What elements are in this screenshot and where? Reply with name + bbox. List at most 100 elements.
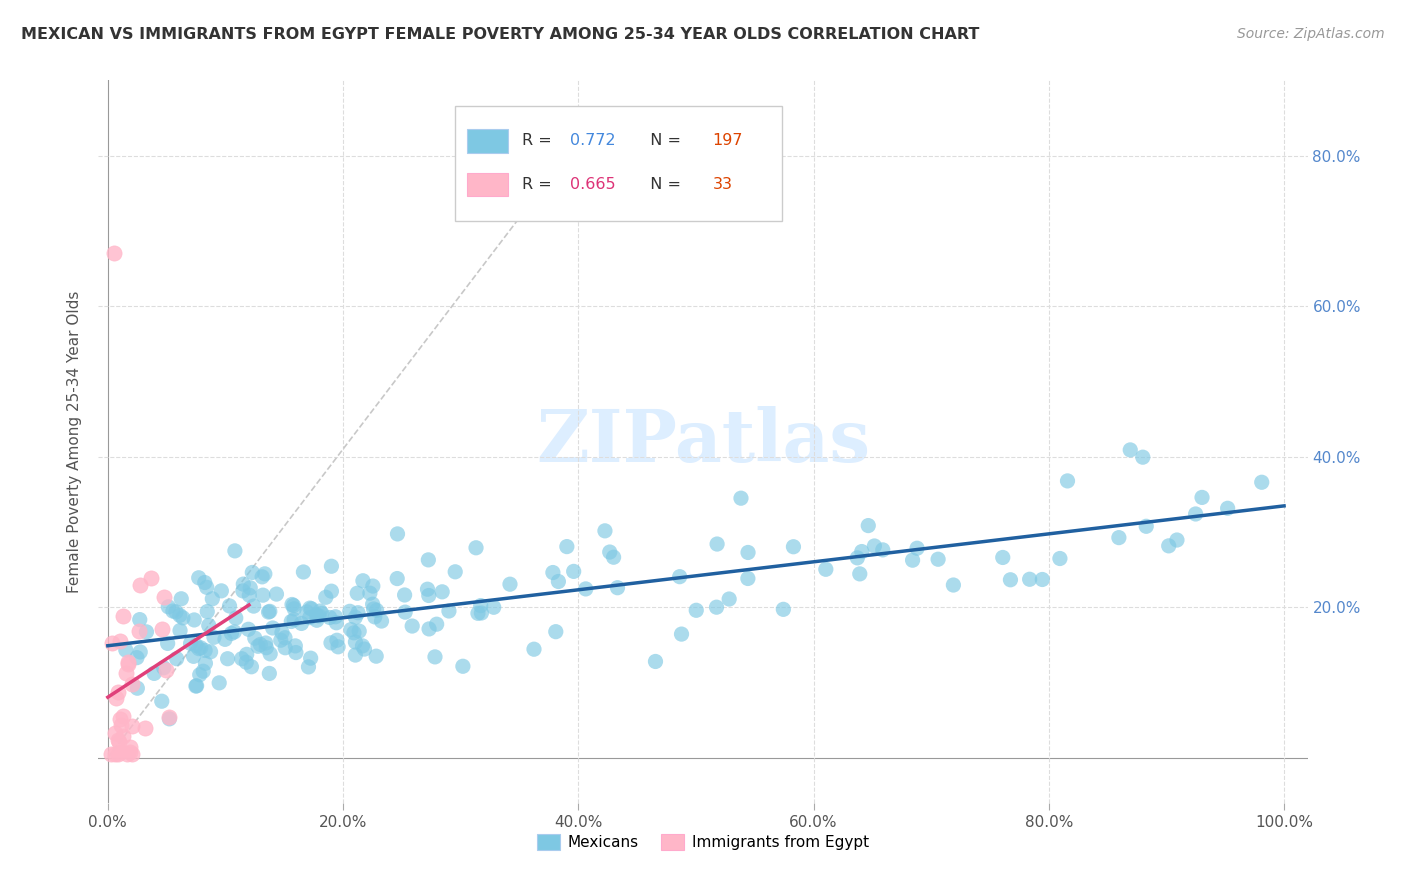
Point xyxy=(1031,573,1053,587)
Point xyxy=(135,624,157,639)
Point xyxy=(283,613,305,627)
Point xyxy=(162,604,184,618)
Point xyxy=(224,544,246,558)
Point xyxy=(668,569,690,583)
Point xyxy=(100,747,122,761)
Point xyxy=(190,640,212,655)
Point xyxy=(195,580,218,594)
Point xyxy=(225,611,247,625)
Point xyxy=(671,627,693,641)
Text: N =: N = xyxy=(640,177,686,192)
Point xyxy=(246,640,269,654)
Point xyxy=(221,626,243,640)
Point xyxy=(127,681,149,696)
Point xyxy=(125,650,148,665)
Point xyxy=(254,636,277,650)
Point xyxy=(153,590,176,604)
Point xyxy=(353,642,375,657)
Point xyxy=(184,679,207,693)
Point xyxy=(107,747,129,761)
Point xyxy=(325,609,347,624)
Point xyxy=(1018,572,1040,586)
Point xyxy=(352,574,374,588)
Point xyxy=(1157,539,1180,553)
Point xyxy=(117,655,139,669)
Point xyxy=(325,615,347,630)
Point xyxy=(602,550,624,565)
Y-axis label: Female Poverty Among 25-34 Year Olds: Female Poverty Among 25-34 Year Olds xyxy=(67,291,83,592)
Point xyxy=(194,575,217,590)
Point xyxy=(470,599,492,613)
Point xyxy=(280,615,302,629)
Point xyxy=(339,604,361,618)
Point xyxy=(139,571,162,585)
Point xyxy=(782,540,804,554)
Point xyxy=(430,584,453,599)
Point xyxy=(208,676,231,690)
Point xyxy=(305,607,328,622)
Point xyxy=(321,584,343,599)
Point xyxy=(1000,573,1022,587)
Point xyxy=(361,579,384,593)
Point xyxy=(200,645,222,659)
Point xyxy=(352,639,374,653)
Point xyxy=(523,642,546,657)
Point xyxy=(103,246,125,260)
Point xyxy=(254,640,277,655)
Point xyxy=(872,542,894,557)
Point xyxy=(706,537,728,551)
FancyBboxPatch shape xyxy=(467,173,509,196)
Point xyxy=(180,636,202,650)
Point xyxy=(108,633,131,648)
Point xyxy=(298,610,321,624)
Point xyxy=(112,729,135,743)
Point xyxy=(363,602,385,616)
Point xyxy=(118,745,141,759)
Point xyxy=(465,541,488,555)
Point xyxy=(737,545,759,559)
Point xyxy=(169,624,191,638)
Point xyxy=(851,544,873,558)
Point xyxy=(157,712,180,726)
Point xyxy=(112,609,135,624)
Point xyxy=(1108,531,1130,545)
Point xyxy=(156,636,179,650)
Point xyxy=(238,622,260,636)
Point xyxy=(1166,533,1188,547)
Point xyxy=(547,574,569,589)
Point xyxy=(359,586,381,600)
Point xyxy=(187,641,209,656)
Point xyxy=(1250,475,1272,490)
Point xyxy=(344,635,367,649)
Point xyxy=(235,655,257,669)
Point xyxy=(298,601,321,615)
Point xyxy=(344,648,367,662)
Point xyxy=(863,539,886,553)
Point xyxy=(326,640,349,654)
Point xyxy=(238,588,260,602)
Point xyxy=(718,592,741,607)
Text: N =: N = xyxy=(640,134,686,148)
Point xyxy=(104,726,127,740)
Point xyxy=(451,659,474,673)
Point xyxy=(165,605,187,619)
Point xyxy=(249,637,271,651)
Point xyxy=(308,608,330,623)
Point xyxy=(193,665,215,679)
Point xyxy=(194,657,217,671)
Point xyxy=(858,518,880,533)
Point xyxy=(394,605,416,619)
Point xyxy=(108,712,131,726)
Point xyxy=(105,691,128,706)
Point xyxy=(426,617,449,632)
Point xyxy=(366,649,388,664)
Point xyxy=(321,559,343,574)
Point xyxy=(401,619,423,633)
Point xyxy=(262,621,284,635)
Point xyxy=(197,618,219,632)
Point xyxy=(121,718,143,732)
Point xyxy=(134,722,156,736)
Point xyxy=(444,565,467,579)
Point xyxy=(129,578,152,592)
Text: ZIPatlas: ZIPatlas xyxy=(536,406,870,477)
